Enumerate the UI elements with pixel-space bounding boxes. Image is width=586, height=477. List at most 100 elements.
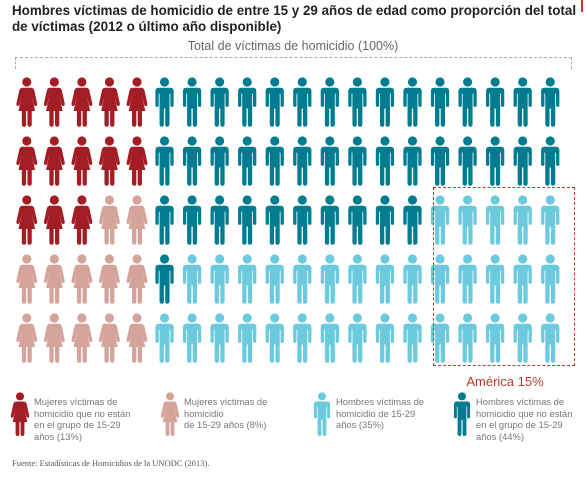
male-figure-men-15-29 <box>458 254 477 304</box>
america-callout-box <box>433 187 575 366</box>
male-figure-men-other <box>210 136 229 186</box>
male-figure-men-15-29 <box>238 313 257 363</box>
chart-title: Hombres víctimas de homicidio de entre 1… <box>12 3 577 34</box>
female-figure-icon <box>10 392 30 436</box>
male-figure-men-15-29 <box>513 313 532 363</box>
male-figure-men-other <box>238 136 257 186</box>
male-figure-men-other <box>182 136 202 186</box>
male-figure-men-15-29 <box>541 313 560 363</box>
male-figure-men-other <box>430 77 450 127</box>
male-figure-men-15-29 <box>210 254 229 304</box>
male-figure-men-other <box>541 77 560 127</box>
male-figure-men-other <box>182 195 202 245</box>
male-figure-men-15-29 <box>541 254 560 304</box>
male-figure-men-other <box>155 136 174 186</box>
male-figure-men-other <box>375 195 395 245</box>
male-figure-men-other <box>238 77 257 127</box>
male-figure-men-other <box>541 136 560 186</box>
male-figure-men-15-29 <box>182 254 202 304</box>
male-figure-men-other <box>458 77 477 127</box>
male-figure-men-15-29 <box>293 254 312 304</box>
female-figure-women-15-29 <box>43 313 65 363</box>
legend-line: homicidio que no están <box>476 407 573 419</box>
corner-accent-bar <box>581 0 583 12</box>
female-figure-women-other <box>98 77 120 127</box>
male-figure-men-other <box>265 77 284 127</box>
male-figure-men-other <box>320 77 339 127</box>
female-figure-women-other <box>126 77 148 127</box>
female-figure-women-other <box>71 136 93 186</box>
male-figure-men-other <box>513 77 532 127</box>
female-figure-women-15-29 <box>126 254 148 304</box>
female-figure-women-15-29 <box>16 254 38 304</box>
male-figure-men-other <box>486 77 505 127</box>
male-figure-men-15-29 <box>403 254 422 304</box>
male-figure-men-15-29 <box>458 313 477 363</box>
legend-text-men-15-29: Hombres víctimas de homicidio de 15-29 a… <box>336 396 454 431</box>
female-figure-women-15-29 <box>71 254 93 304</box>
male-figure-icon <box>453 392 471 436</box>
female-figure-women-other <box>43 136 65 186</box>
female-figure-women-15-29 <box>98 254 120 304</box>
male-figure-icon <box>313 392 331 436</box>
legend-line: años (44%) <box>476 430 524 442</box>
male-figure-men-other <box>348 195 367 245</box>
legend-text-men-other: Hombres víctimas de homicidio que no est… <box>476 396 586 442</box>
female-figure-women-15-29 <box>126 195 148 245</box>
male-figure-men-other <box>210 195 229 245</box>
male-figure-men-other <box>320 195 339 245</box>
male-figure-men-15-29 <box>348 254 367 304</box>
male-figure-men-15-29 <box>265 254 284 304</box>
male-figure-men-15-29 <box>486 313 505 363</box>
male-figure-men-other <box>265 195 284 245</box>
legend-line: Hombres víctimas de <box>336 396 425 407</box>
male-figure-men-15-29 <box>486 195 505 245</box>
male-figure-men-other <box>403 77 422 127</box>
legend-line: Mujeres víctimas de <box>34 396 118 407</box>
male-figure-men-other <box>486 136 505 186</box>
female-figure-women-other <box>126 136 148 186</box>
male-figure-men-other <box>403 195 422 245</box>
male-figure-men-15-29 <box>430 313 450 363</box>
male-figure-men-15-29 <box>375 254 395 304</box>
legend-line: homicidio que no están <box>34 407 131 419</box>
female-figure-women-15-29 <box>126 313 148 363</box>
male-figure-men-15-29 <box>210 313 229 363</box>
total-bracket-label: Total de víctimas de homicidio (100%) <box>187 39 399 53</box>
legend-line: en el grupo de 15-29 <box>476 419 563 430</box>
female-figure-women-15-29 <box>98 195 120 245</box>
legend-line: homicidio de 15-29 <box>336 407 416 419</box>
female-figure-women-15-29 <box>16 313 38 363</box>
legend-line: Hombres víctimas de <box>476 396 565 407</box>
female-figure-women-other <box>43 77 65 127</box>
male-figure-men-other <box>155 195 174 245</box>
legend-line: en el grupo de 15-29 <box>34 419 121 430</box>
male-figure-men-other <box>293 77 312 127</box>
male-figure-men-15-29 <box>293 313 312 363</box>
male-figure-men-15-29 <box>541 195 560 245</box>
male-figure-men-15-29 <box>403 313 422 363</box>
male-figure-men-other <box>265 136 284 186</box>
female-figure-women-other <box>16 77 38 127</box>
source-note: Fuente: Estadísticas de Homicidios de la… <box>12 458 210 468</box>
female-figure-women-15-29 <box>98 313 120 363</box>
female-figure-women-15-29 <box>43 254 65 304</box>
male-figure-men-other <box>155 254 174 304</box>
legend-line: años (35%) <box>336 419 384 430</box>
male-figure-men-other <box>375 77 395 127</box>
male-figure-men-other <box>210 77 229 127</box>
female-figure-women-other <box>16 195 38 245</box>
legend-line: homicidio <box>184 407 224 419</box>
male-figure-men-other <box>430 136 450 186</box>
legend-line: Mujeres víctimas de <box>184 396 268 407</box>
male-figure-men-15-29 <box>320 254 339 304</box>
male-figure-men-other <box>182 77 202 127</box>
male-figure-men-15-29 <box>375 313 395 363</box>
male-figure-men-15-29 <box>430 254 450 304</box>
female-figure-women-15-29 <box>71 313 93 363</box>
male-figure-men-15-29 <box>513 254 532 304</box>
female-figure-icon <box>160 392 180 436</box>
male-figure-men-15-29 <box>182 313 202 363</box>
america-callout-label: América 15% <box>466 374 544 389</box>
male-figure-men-other <box>375 136 395 186</box>
